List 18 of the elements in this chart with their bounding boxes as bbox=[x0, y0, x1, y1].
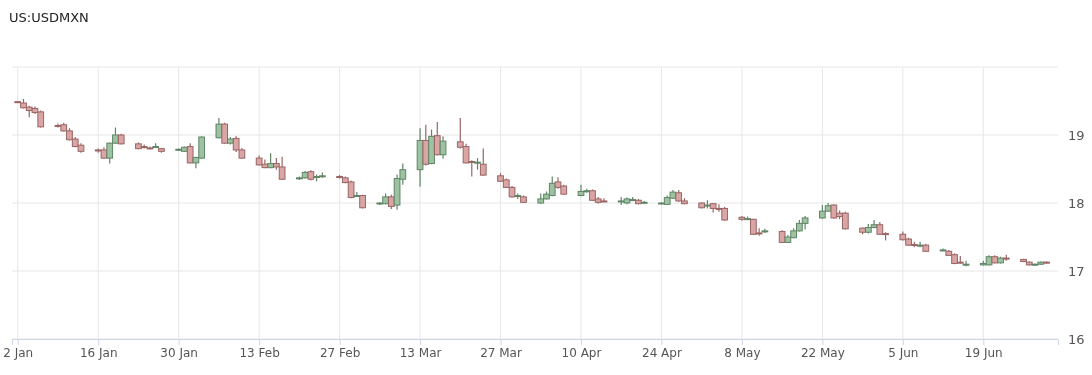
x-tick-label: 30 Jan bbox=[160, 345, 198, 360]
y-tick-label: 18 bbox=[1068, 195, 1085, 211]
x-tick-label: 13 Mar bbox=[399, 345, 442, 360]
x-tick-label: 27 Mar bbox=[480, 345, 522, 360]
x-tick-label: 27 Feb bbox=[319, 345, 361, 360]
x-tick-label: 5 Jun bbox=[888, 345, 919, 360]
y-tick-label: 19 bbox=[1068, 127, 1085, 143]
chart-title: US:USDMXN bbox=[9, 10, 89, 25]
x-tick-label: 10 Apr bbox=[561, 345, 602, 360]
x-tick-label: 24 Apr bbox=[642, 345, 682, 360]
x-tick-label: 8 May bbox=[724, 345, 761, 360]
x-tick-label: 2 Jan bbox=[3, 345, 34, 360]
x-tick-label: 16 Jan bbox=[79, 345, 118, 360]
y-tick-label: 16 bbox=[1068, 331, 1085, 347]
x-tick-label: 22 May bbox=[800, 345, 845, 360]
x-tick-label: 19 Jun bbox=[964, 345, 1003, 360]
y-tick-label: 17 bbox=[1068, 263, 1085, 279]
x-tick-label: 13 Feb bbox=[239, 345, 280, 360]
